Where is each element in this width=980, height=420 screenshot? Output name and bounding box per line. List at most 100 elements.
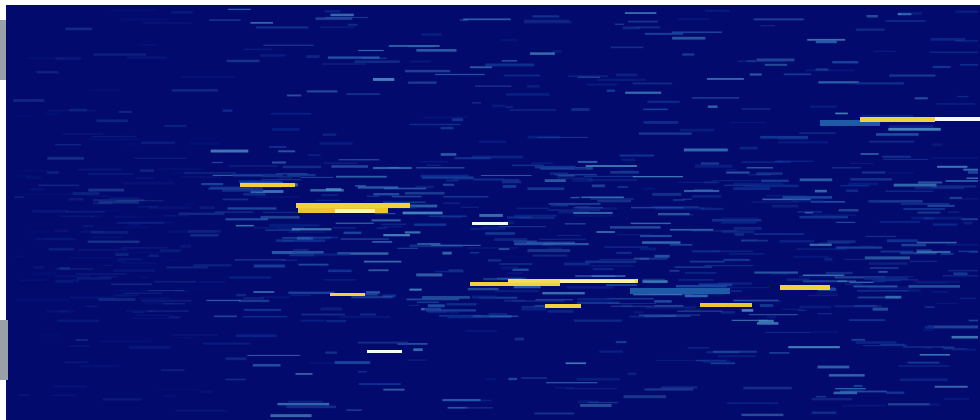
- noise-dash: [873, 276, 913, 277]
- noise-dash: [485, 64, 534, 67]
- noise-dash: [322, 63, 366, 65]
- noise-dash: [794, 256, 829, 258]
- noise-dash: [109, 197, 139, 199]
- noise-dash: [849, 183, 879, 186]
- noise-dash: [336, 176, 387, 178]
- noise-dash: [640, 258, 667, 260]
- noise-dash: [149, 206, 191, 209]
- noise-dash: [188, 230, 221, 233]
- noise-dash: [847, 281, 886, 282]
- noise-dash: [14, 196, 24, 198]
- noise-dash: [910, 261, 938, 262]
- noise-dash: [915, 252, 937, 254]
- noise-dash: [69, 345, 90, 347]
- noise-dash: [805, 212, 813, 214]
- noise-dash: [17, 299, 70, 301]
- noise-dash: [812, 215, 856, 216]
- noise-dash: [184, 172, 236, 174]
- streak: [860, 117, 935, 122]
- noise-dash: [743, 300, 781, 301]
- noise-dash: [287, 174, 315, 176]
- noise-dash: [326, 188, 342, 191]
- noise-dash: [752, 201, 800, 202]
- noise-dash: [263, 45, 313, 46]
- noise-dash: [111, 283, 152, 285]
- noise-dash: [134, 158, 187, 159]
- noise-dash: [181, 245, 191, 248]
- noise-dash: [903, 208, 945, 209]
- noise-dash: [542, 292, 585, 294]
- noise-dash: [507, 217, 532, 219]
- noise-dash: [727, 402, 778, 404]
- noise-dash: [428, 310, 447, 313]
- noise-dash: [293, 249, 309, 251]
- noise-dash: [660, 214, 694, 215]
- noise-dash: [964, 222, 973, 225]
- noise-dash: [336, 223, 374, 224]
- noise-dash: [512, 300, 565, 301]
- noise-dash: [331, 14, 354, 17]
- noise-dash: [416, 186, 435, 188]
- noise-dash: [200, 206, 215, 209]
- noise-dash: [535, 166, 576, 169]
- noise-dash: [631, 207, 684, 209]
- noise-dash: [405, 231, 421, 233]
- noise-dash: [89, 89, 120, 91]
- noise-dash: [900, 378, 948, 381]
- noise-dash: [765, 332, 811, 333]
- noise-dash: [310, 237, 338, 239]
- noise-dash: [171, 11, 192, 14]
- noise-dash: [535, 413, 575, 415]
- noise-dash: [442, 252, 451, 255]
- noise-dash: [611, 47, 644, 49]
- noise-dash: [812, 412, 837, 415]
- noise-dash: [708, 106, 718, 108]
- noise-dash: [778, 141, 828, 143]
- noise-dash: [824, 258, 832, 261]
- noise-dash: [887, 239, 918, 242]
- noise-dash: [94, 53, 146, 55]
- noise-dash: [333, 227, 356, 228]
- noise-dash: [546, 382, 597, 383]
- noise-dash: [149, 254, 159, 257]
- noise-dash: [749, 314, 798, 315]
- streak: [935, 117, 980, 121]
- noise-dash: [236, 335, 277, 338]
- noise-dash: [325, 10, 341, 12]
- noise-dash: [524, 20, 569, 22]
- noise-dash: [742, 240, 768, 242]
- noise-dash: [944, 398, 969, 400]
- noise-dash: [254, 265, 285, 268]
- noise-dash: [271, 113, 312, 115]
- noise-dash: [761, 25, 776, 26]
- noise-dash: [819, 243, 850, 244]
- noise-dash: [56, 280, 80, 282]
- noise-dash: [261, 179, 301, 180]
- noise-dash: [597, 231, 615, 233]
- noise-dash: [449, 311, 459, 314]
- noise-dash: [140, 169, 154, 172]
- noise-dash: [567, 286, 614, 289]
- noise-dash: [618, 186, 628, 187]
- noise-dash: [840, 391, 887, 393]
- noise-dash: [652, 193, 681, 196]
- noise-dash: [761, 180, 789, 182]
- noise-dash: [817, 292, 838, 295]
- noise-dash: [256, 196, 301, 197]
- noise-dash: [320, 142, 353, 144]
- noise-dash: [692, 195, 721, 198]
- noise-dash: [468, 288, 499, 290]
- noise-dash: [754, 18, 804, 20]
- noise-dash: [712, 219, 761, 222]
- noise-dash: [383, 202, 426, 203]
- noise-dash: [322, 194, 338, 196]
- noise-dash: [610, 226, 661, 228]
- noise-dash: [100, 340, 152, 342]
- noise-dash: [371, 295, 391, 296]
- noise-dash: [615, 24, 625, 25]
- noise-dash: [300, 177, 333, 178]
- noise-dash: [124, 227, 149, 228]
- noise-dash: [40, 334, 60, 337]
- noise-dash: [316, 17, 353, 20]
- noise-dash: [55, 144, 81, 145]
